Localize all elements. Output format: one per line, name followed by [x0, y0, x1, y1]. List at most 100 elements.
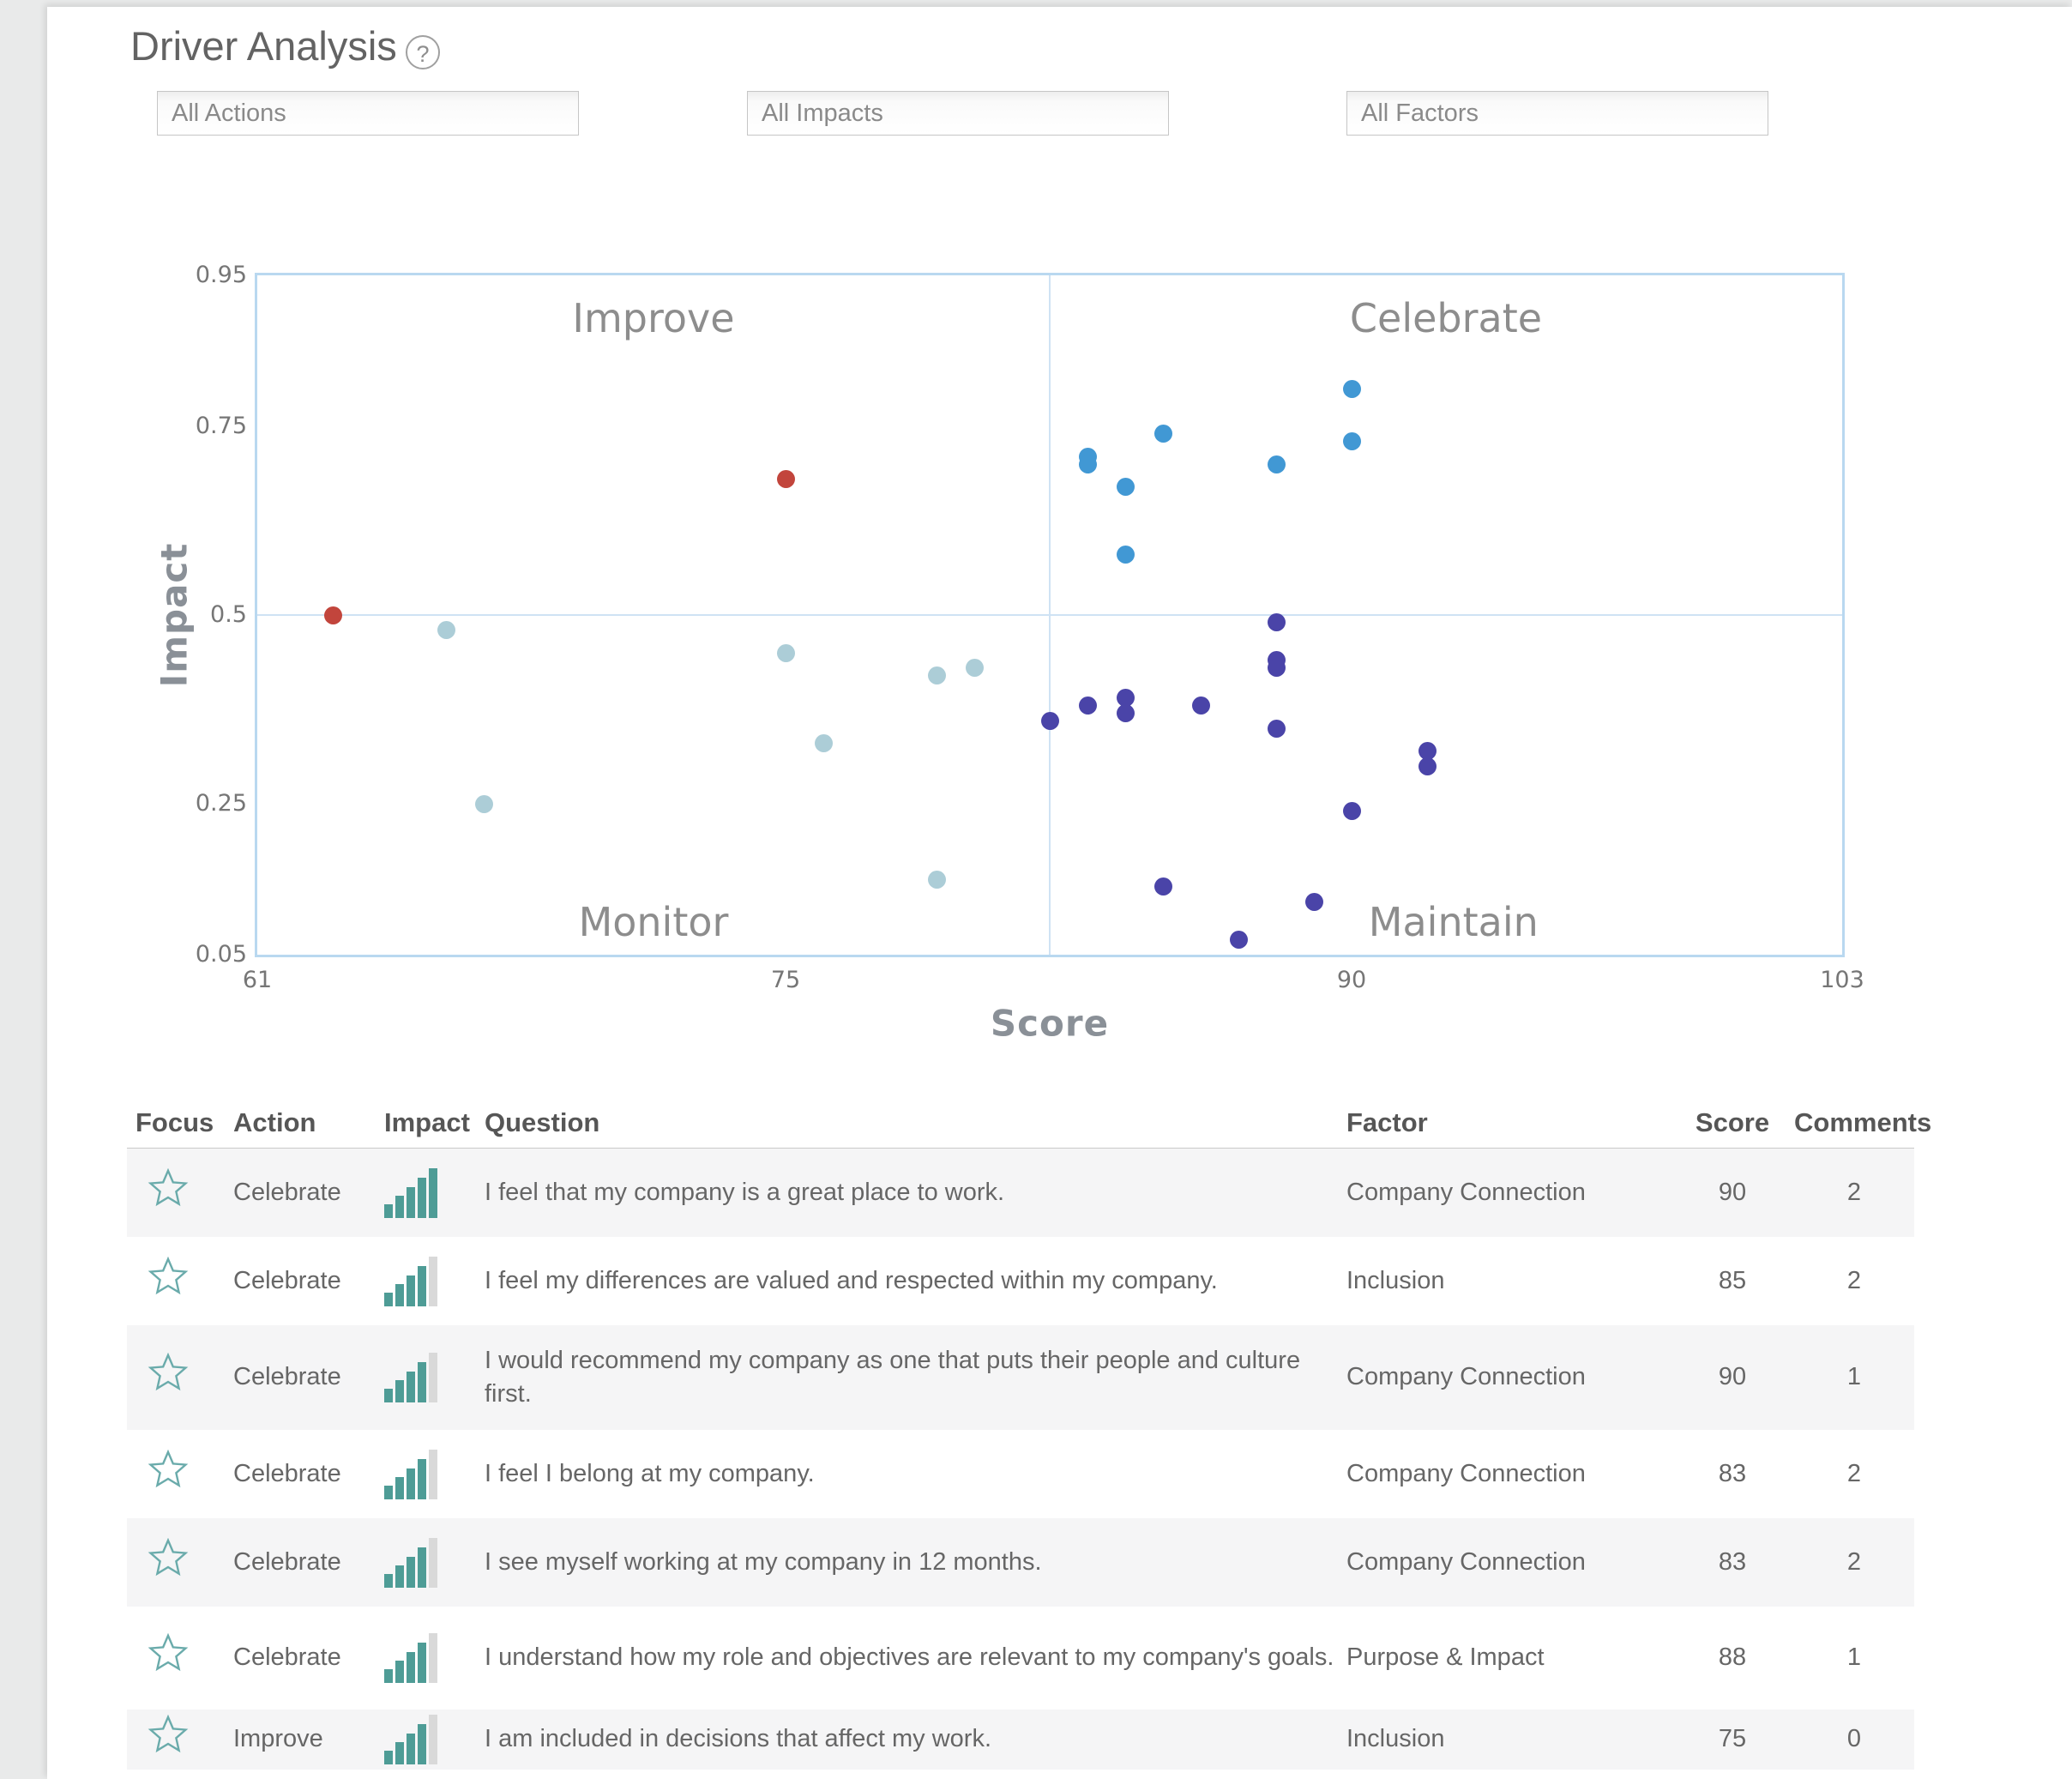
quadrant-scatter-chart: Improve Celebrate Monitor Maintain	[257, 275, 1842, 955]
table-body: Celebrate I feel that my company is a gre…	[127, 1149, 1914, 1770]
table-row[interactable]: Celebrate I feel my differences are value…	[127, 1237, 1914, 1325]
y-axis-title: Impact	[153, 542, 196, 688]
scatter-point-celebrate[interactable]	[1342, 379, 1361, 398]
comments-cell: 1	[1846, 1643, 1862, 1672]
impact-bars-icon	[384, 1537, 485, 1588]
factor-cell: Purpose & Impact	[1346, 1643, 1545, 1672]
action-cell: Improve	[233, 1725, 323, 1753]
table-row[interactable]: Celebrate I see myself working at my comp…	[127, 1518, 1914, 1607]
scatter-point-monitor[interactable]	[965, 659, 984, 678]
scatter-point-maintain[interactable]	[1267, 719, 1286, 738]
y-tick-label: 0.95	[195, 262, 247, 288]
table-row[interactable]: Celebrate I would recommend my company as…	[127, 1325, 1914, 1430]
table-row[interactable]: Celebrate I understand how my role and ob…	[127, 1607, 1914, 1710]
score-midline	[1049, 275, 1051, 955]
action-cell: Celebrate	[233, 1459, 341, 1487]
scatter-point-maintain[interactable]	[1267, 613, 1286, 632]
y-tick-label: 0.25	[195, 790, 247, 817]
x-tick-label: 75	[770, 967, 801, 993]
comments-cell: 1	[1846, 1363, 1862, 1391]
focus-star-icon[interactable]	[148, 1167, 233, 1217]
factors-filter-dropdown[interactable]: All Factors	[1346, 91, 1768, 136]
table-row[interactable]: Celebrate I feel I belong at my company. C…	[127, 1430, 1914, 1518]
quadrant-label-celebrate: Celebrate	[1349, 295, 1543, 341]
actions-filter-label: All Actions	[172, 100, 286, 127]
quadrant-label-monitor: Monitor	[578, 899, 729, 945]
focus-cell	[127, 1715, 233, 1764]
focus-star-icon[interactable]	[148, 1256, 233, 1306]
scatter-point-celebrate[interactable]	[1342, 432, 1361, 451]
action-cell: Celebrate	[233, 1178, 341, 1206]
scatter-point-maintain[interactable]	[1304, 892, 1323, 911]
scatter-point-monitor[interactable]	[437, 621, 455, 640]
focus-star-icon[interactable]	[148, 1633, 233, 1682]
scatter-point-monitor[interactable]	[776, 643, 795, 662]
focus-star-icon[interactable]	[148, 1537, 233, 1587]
factor-cell: Inclusion	[1346, 1725, 1445, 1753]
score-cell: 83	[1718, 1547, 1747, 1576]
impact-bars-icon	[384, 1256, 485, 1306]
question-cell: I feel that my company is a great place …	[485, 1178, 1005, 1206]
y-tick-label: 0.05	[195, 941, 247, 968]
table-header-row: Focus Action Impact Question Factor Score Comm…	[127, 1098, 1932, 1149]
scatter-point-improve-priority[interactable]	[776, 470, 795, 489]
focus-cell	[127, 1353, 233, 1402]
x-tick-label: 103	[1820, 967, 1864, 993]
score-cell: 85	[1718, 1266, 1747, 1294]
help-icon[interactable]: ?	[406, 35, 440, 69]
focus-cell	[127, 1167, 233, 1217]
question-cell: I would recommend my company as one that…	[485, 1346, 1301, 1408]
driver-table: Focus Action Impact Question Factor Score Comm…	[127, 1098, 1932, 1770]
focus-cell	[127, 1537, 233, 1587]
focus-star-icon[interactable]	[148, 1353, 233, 1402]
comments-cell: 2	[1846, 1178, 1862, 1206]
scatter-point-maintain[interactable]	[1342, 802, 1361, 821]
scatter-point-celebrate[interactable]	[1267, 455, 1286, 473]
quadrant-label-improve: Improve	[572, 295, 735, 341]
scatter-point-monitor[interactable]	[927, 870, 946, 889]
scatter-point-maintain[interactable]	[1116, 703, 1135, 722]
scatter-point-maintain[interactable]	[1418, 757, 1437, 775]
scatter-point-maintain[interactable]	[1153, 877, 1172, 896]
quadrant-label-maintain: Maintain	[1368, 899, 1539, 945]
scatter-point-maintain[interactable]	[1116, 689, 1135, 708]
scatter-point-celebrate[interactable]	[1078, 455, 1097, 473]
scatter-point-improve-priority[interactable]	[323, 606, 342, 624]
factor-cell: Company Connection	[1346, 1547, 1586, 1576]
factor-cell: Inclusion	[1346, 1266, 1445, 1294]
content-card: Driver Analysis ? All Actions All Impact…	[47, 7, 2072, 1779]
focus-cell	[127, 1633, 233, 1682]
scatter-point-celebrate[interactable]	[1116, 546, 1135, 564]
impact-bars-icon	[384, 1353, 485, 1402]
column-header-comments: Comments	[1794, 1107, 1932, 1138]
table-row[interactable]: Improve I am included in decisions that a…	[127, 1710, 1914, 1770]
scatter-point-maintain[interactable]	[1078, 697, 1097, 715]
scatter-point-monitor[interactable]	[814, 734, 833, 753]
scatter-point-maintain[interactable]	[1229, 930, 1248, 949]
question-cell: I understand how my role and objectives …	[485, 1643, 1334, 1672]
focus-cell	[127, 1449, 233, 1499]
action-cell: Celebrate	[233, 1643, 341, 1672]
scatter-point-celebrate[interactable]	[1116, 477, 1135, 496]
scatter-point-maintain[interactable]	[1267, 659, 1286, 678]
scatter-point-monitor[interactable]	[474, 794, 493, 813]
column-header-factor: Factor	[1346, 1107, 1428, 1138]
scatter-point-maintain[interactable]	[1418, 741, 1437, 760]
actions-filter-dropdown[interactable]: All Actions	[157, 91, 579, 136]
impact-cell	[384, 1353, 485, 1402]
impact-cell	[384, 1633, 485, 1683]
comments-cell: 0	[1846, 1725, 1862, 1753]
focus-star-icon[interactable]	[148, 1715, 233, 1764]
action-cell: Celebrate	[233, 1547, 341, 1576]
scatter-point-celebrate[interactable]	[1153, 425, 1172, 443]
focus-star-icon[interactable]	[148, 1449, 233, 1499]
impacts-filter-dropdown[interactable]: All Impacts	[747, 91, 1169, 136]
scatter-point-maintain[interactable]	[1191, 697, 1210, 715]
impact-cell	[384, 1715, 485, 1764]
table-row[interactable]: Celebrate I feel that my company is a gre…	[127, 1149, 1914, 1237]
question-cell: I am included in decisions that affect m…	[485, 1725, 992, 1753]
factor-cell: Company Connection	[1346, 1363, 1586, 1391]
scatter-point-monitor[interactable]	[927, 666, 946, 684]
scatter-point-maintain[interactable]	[1040, 711, 1059, 730]
x-tick-label: 61	[242, 967, 273, 993]
